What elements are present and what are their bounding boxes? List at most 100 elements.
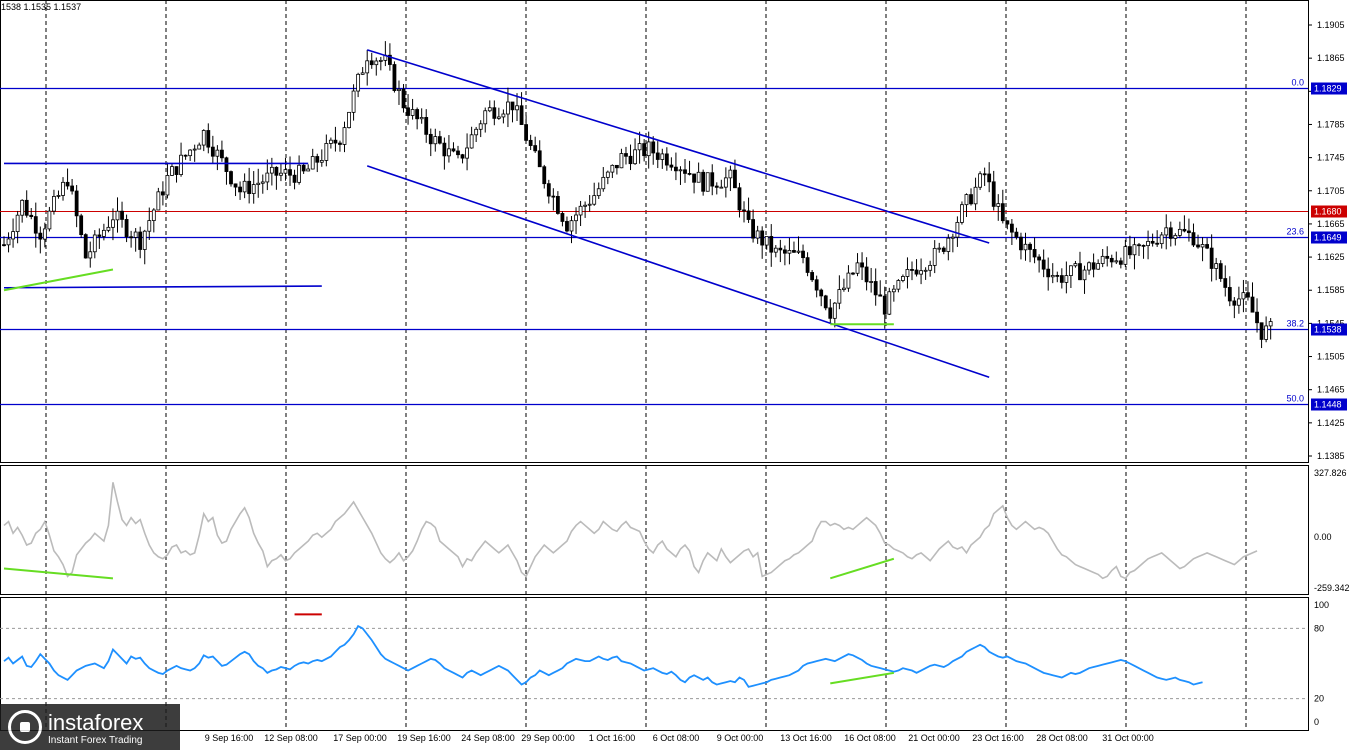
candle-body — [1014, 231, 1019, 238]
candle-body — [1132, 244, 1137, 256]
candle-body — [115, 210, 120, 221]
cci-axis-label: 327.826 — [1314, 468, 1347, 478]
candle-body — [42, 228, 47, 240]
candle-body — [506, 101, 510, 115]
candle-body — [737, 187, 742, 211]
candle-body — [578, 205, 583, 216]
logo-name: instaforex — [48, 710, 144, 735]
price-panel: 0.0 23.6 38.2 50.0 — [0, 41, 1308, 406]
candle-body — [569, 220, 574, 232]
candle-body — [910, 269, 914, 271]
candle-body — [987, 173, 992, 183]
candle-body — [773, 247, 778, 253]
candle-body — [433, 136, 438, 145]
candle-body — [669, 164, 674, 168]
time-axis-label: 6 Oct 08:00 — [653, 733, 700, 743]
candle-body — [492, 107, 497, 119]
candle-body — [465, 147, 469, 159]
time-axis-label: 1 Oct 16:00 — [589, 733, 636, 743]
candle-body — [519, 105, 524, 125]
candle-body — [392, 64, 397, 91]
candle-body — [1268, 321, 1273, 327]
candle-body — [1000, 203, 1005, 222]
time-axis-label: 17 Sep 00:00 — [333, 733, 387, 743]
candle-body — [937, 247, 942, 250]
candle-body — [860, 262, 864, 268]
candle-body — [941, 247, 946, 252]
candle-body — [487, 107, 492, 112]
candle-body — [533, 145, 538, 152]
cci-line — [3, 482, 1258, 580]
candle-body — [437, 136, 442, 144]
cci-divergence-line — [3, 567, 114, 580]
candle-body — [469, 134, 474, 149]
candle-body — [52, 196, 56, 212]
rsi-panel — [0, 613, 1308, 700]
candle-body — [360, 72, 365, 75]
candle-body — [92, 234, 97, 253]
candle-body — [256, 182, 261, 185]
level-price-tag — [1311, 82, 1347, 95]
candle-body — [201, 130, 206, 146]
candle-body — [1005, 220, 1010, 225]
candle-body — [406, 107, 410, 116]
candle-body — [723, 177, 728, 188]
candle-body — [1046, 268, 1051, 278]
candle-body — [1078, 263, 1082, 281]
candle-body — [678, 169, 683, 172]
candle-body — [950, 236, 955, 239]
candle-body — [674, 166, 678, 172]
level-price-tag — [1311, 323, 1347, 336]
candle-body — [342, 127, 347, 145]
candle-body — [142, 230, 147, 250]
candle-body — [1037, 256, 1042, 261]
candle-body — [869, 281, 874, 283]
candle-body — [129, 236, 134, 239]
candle-body — [1173, 234, 1178, 239]
candle-body — [247, 180, 252, 194]
candle-body — [796, 250, 801, 253]
candle-body — [1241, 292, 1246, 300]
candle-body — [610, 164, 615, 173]
candle-body — [555, 195, 560, 214]
candle-body — [47, 210, 52, 230]
candle-body — [769, 236, 774, 253]
candle-body — [1100, 255, 1105, 264]
candle-body — [138, 231, 143, 250]
candle-body — [810, 272, 815, 281]
rsi-axis-label: 20 — [1314, 694, 1324, 704]
candle-body — [365, 60, 370, 74]
candle-body — [1141, 244, 1146, 247]
level-price-tag-text: 1.1448 — [1314, 400, 1342, 410]
candle-body — [229, 171, 233, 185]
candle-body — [1041, 259, 1046, 270]
level-price-tag-text: 1.1538 — [1314, 325, 1342, 335]
candle-body — [501, 113, 506, 118]
candle-body — [891, 288, 896, 293]
candle-body — [878, 294, 883, 297]
candle-body — [183, 154, 188, 157]
candle-body — [279, 172, 283, 176]
candle-body — [855, 262, 860, 274]
instaforex-logo: instaforex Instant Forex Trading — [0, 704, 180, 750]
candle-body — [901, 276, 905, 281]
candle-body — [1032, 249, 1037, 258]
candle-body — [1082, 269, 1087, 281]
candle-body — [242, 180, 247, 193]
candle-body — [428, 133, 433, 145]
candle-body — [633, 149, 637, 165]
candle-body — [1150, 240, 1155, 244]
candle-body — [306, 168, 311, 172]
candle-body — [528, 139, 533, 146]
time-axis-label: 24 Sep 08:00 — [461, 733, 515, 743]
candle-body — [97, 234, 102, 237]
candle-body — [238, 186, 242, 193]
rsi-axis-label: 100 — [1314, 600, 1329, 610]
candle-body — [1069, 265, 1073, 276]
candle-body — [447, 148, 451, 157]
cci-divergence-line — [829, 557, 895, 580]
candle-body — [728, 169, 733, 179]
price-axis-label: 1.1465 — [1317, 385, 1345, 395]
price-axis-label: 1.1905 — [1317, 20, 1345, 30]
